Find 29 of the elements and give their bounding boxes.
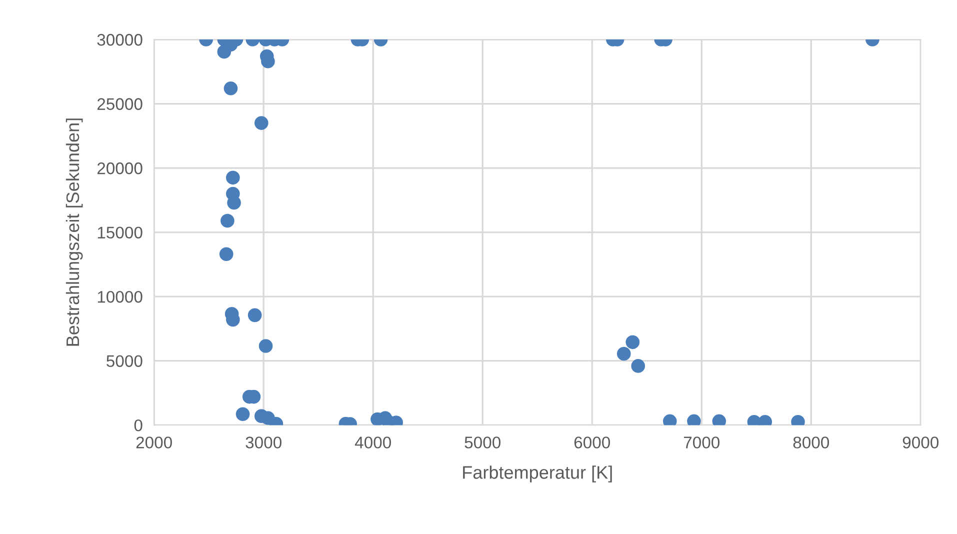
x-tick-label: 4000: [354, 436, 391, 448]
point: [220, 214, 234, 228]
point: [712, 414, 726, 426]
y-tick-label: 15000: [98, 226, 142, 238]
x-tick-label: 3000: [246, 436, 282, 448]
x-axis-title: Farbtemperatur [K]: [463, 466, 612, 482]
point: [258, 339, 273, 353]
x-tick-label: 7000: [684, 436, 720, 448]
y-tick-label: 5000: [106, 355, 142, 368]
y-axis-title: Bestrahlungszeit [Sekunden]: [66, 118, 83, 346]
point: [626, 335, 640, 350]
x-tick-label: 8000: [793, 436, 830, 448]
point: [227, 196, 241, 210]
x-tick-label: 2000: [136, 436, 172, 448]
point: [687, 414, 701, 426]
y-tick-label: 20000: [97, 162, 142, 174]
point: [631, 359, 646, 373]
point: [219, 247, 234, 262]
y-tick-label: 10000: [98, 290, 142, 303]
x-tick-label: 6000: [574, 436, 610, 448]
y-tick-label: 25000: [97, 98, 142, 110]
point: [248, 308, 262, 322]
point: [662, 414, 677, 426]
x-tick-label: 5000: [464, 436, 500, 448]
y-tick-label: 0: [134, 419, 142, 432]
y-tick-label: 30000: [97, 34, 142, 46]
point: [236, 407, 250, 422]
x-tick-label: 9000: [902, 436, 939, 448]
point: [616, 346, 631, 361]
